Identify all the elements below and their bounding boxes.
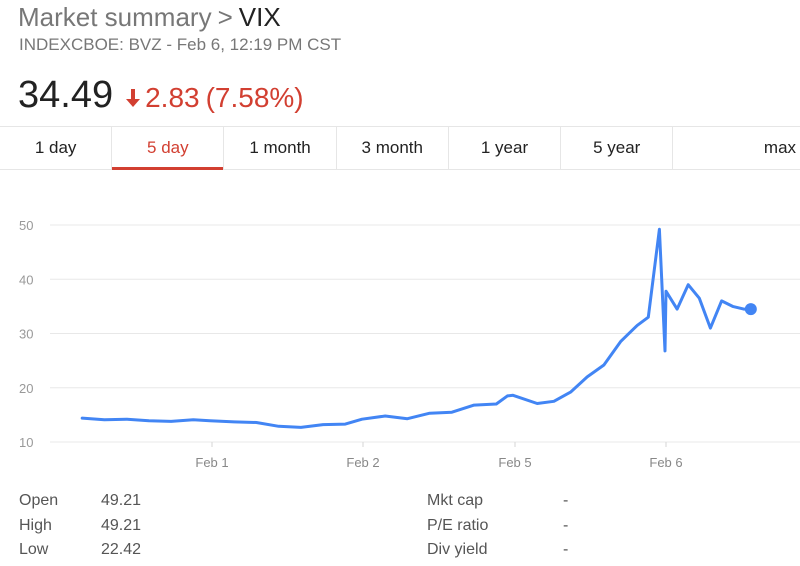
arrow-down-icon (125, 87, 141, 113)
stat-value: 49.21 (101, 516, 142, 534)
tab-label: 1 day (34, 138, 77, 157)
price-row: 34.49 2.83 (7.58%) (18, 74, 304, 118)
stat-label: Mkt cap (427, 492, 484, 509)
stat-value: - (563, 492, 569, 509)
tab-5-year[interactable]: 5 year (561, 127, 674, 169)
x-tick-label: Feb 2 (346, 455, 379, 470)
stat-value: 49.21 (101, 492, 142, 509)
stat-mkt-cap: Mkt cap - (427, 492, 568, 517)
breadcrumb-root[interactable]: Market summary (18, 2, 212, 32)
stat-value: - (563, 516, 569, 534)
y-tick-label: 40 (19, 272, 33, 287)
stat-label: Open (19, 492, 59, 509)
change-value: 2.83 (145, 82, 200, 113)
tab-label: 5 year (593, 138, 641, 157)
change-percent: (7.58%) (205, 82, 304, 113)
tab-3-month[interactable]: 3 month (337, 127, 449, 169)
last-price-point (744, 303, 757, 316)
price-series-line (80, 227, 753, 429)
stat-open: Open 49.21 (19, 492, 141, 517)
tab-max[interactable]: max (673, 127, 800, 169)
tab-1-month[interactable]: 1 month (224, 127, 337, 169)
stat-label: High (19, 516, 52, 534)
tab-1-year[interactable]: 1 year (449, 127, 562, 169)
stat-div-yield: Div yield - (427, 541, 568, 566)
stats-right: Mkt cap - P/E ratio - Div yield - (427, 492, 568, 566)
x-tick-label: Feb 6 (649, 455, 682, 470)
stats-left: Open 49.21 High 49.21 Low 22.42 (19, 492, 141, 566)
x-tick-label: Feb 5 (498, 455, 531, 470)
stat-high: High 49.21 (19, 517, 141, 542)
stat-label: P/E ratio (427, 516, 489, 534)
stat-label: Low (19, 541, 49, 558)
tab-label: 5 day (147, 138, 189, 157)
stat-value: 22.42 (101, 541, 142, 558)
breadcrumb-separator: > (217, 2, 233, 32)
tab-label: 1 month (249, 138, 311, 157)
quote-subtitle: INDEXCBOE: BVZ - Feb 6, 12:19 PM CST (19, 35, 342, 54)
stat-pe-ratio: P/E ratio - (427, 517, 568, 542)
current-price: 34.49 (18, 74, 114, 116)
tab-label: 3 month (361, 138, 423, 157)
range-tabs: 1 day 5 day 1 month 3 month 1 year 5 yea… (0, 126, 800, 170)
tab-label: max (763, 138, 797, 157)
y-tick-label: 30 (19, 327, 33, 342)
tab-1-day[interactable]: 1 day (0, 127, 113, 169)
symbol-name: VIX (238, 2, 281, 32)
y-tick-label: 10 (19, 435, 33, 450)
price-change: 2.83 (7.58%) (125, 82, 304, 114)
stat-value: - (563, 541, 569, 558)
y-tick-label: 20 (19, 381, 33, 396)
stat-label: Div yield (427, 541, 488, 558)
page-title: Market summary > VIX (18, 2, 281, 33)
y-tick-label: 50 (19, 218, 33, 233)
tab-label: 1 year (480, 138, 529, 157)
tab-5-day[interactable]: 5 day (112, 127, 225, 170)
x-tick-label: Feb 1 (195, 455, 228, 470)
stat-low: Low 22.42 (19, 541, 141, 566)
price-chart[interactable]: 10 20 30 40 50 Feb 1 Feb 2 Feb 5 Feb 6 (0, 190, 800, 480)
